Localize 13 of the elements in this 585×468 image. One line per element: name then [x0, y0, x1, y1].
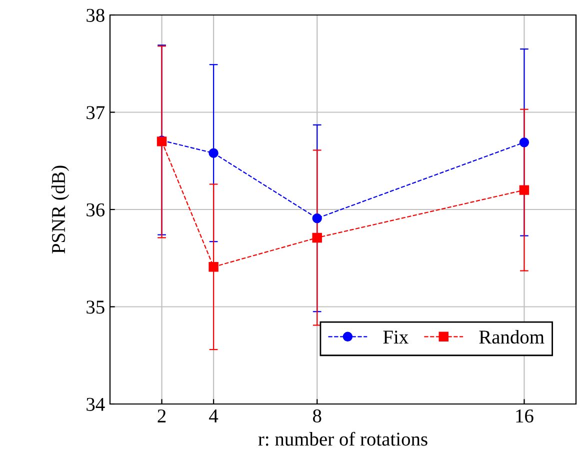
y-tick-label: 34: [86, 398, 105, 411]
x-tick-label: 4: [209, 410, 218, 422]
x-tick-label: 16: [516, 409, 534, 423]
x-tick-label: 8: [312, 409, 322, 423]
y-tick-label: 36: [86, 203, 105, 216]
x-axis-title: r: number of rotations: [258, 432, 428, 446]
y-tick-label: 35: [86, 300, 104, 314]
x-tick-label: 2: [158, 409, 166, 422]
legend-label: Random: [479, 330, 544, 344]
y-tick-label: 38: [86, 8, 104, 22]
legend-label: Fix: [383, 330, 408, 344]
y-axis-title: PSNR (dB): [51, 166, 70, 254]
y-tick-label: 37: [86, 106, 105, 120]
